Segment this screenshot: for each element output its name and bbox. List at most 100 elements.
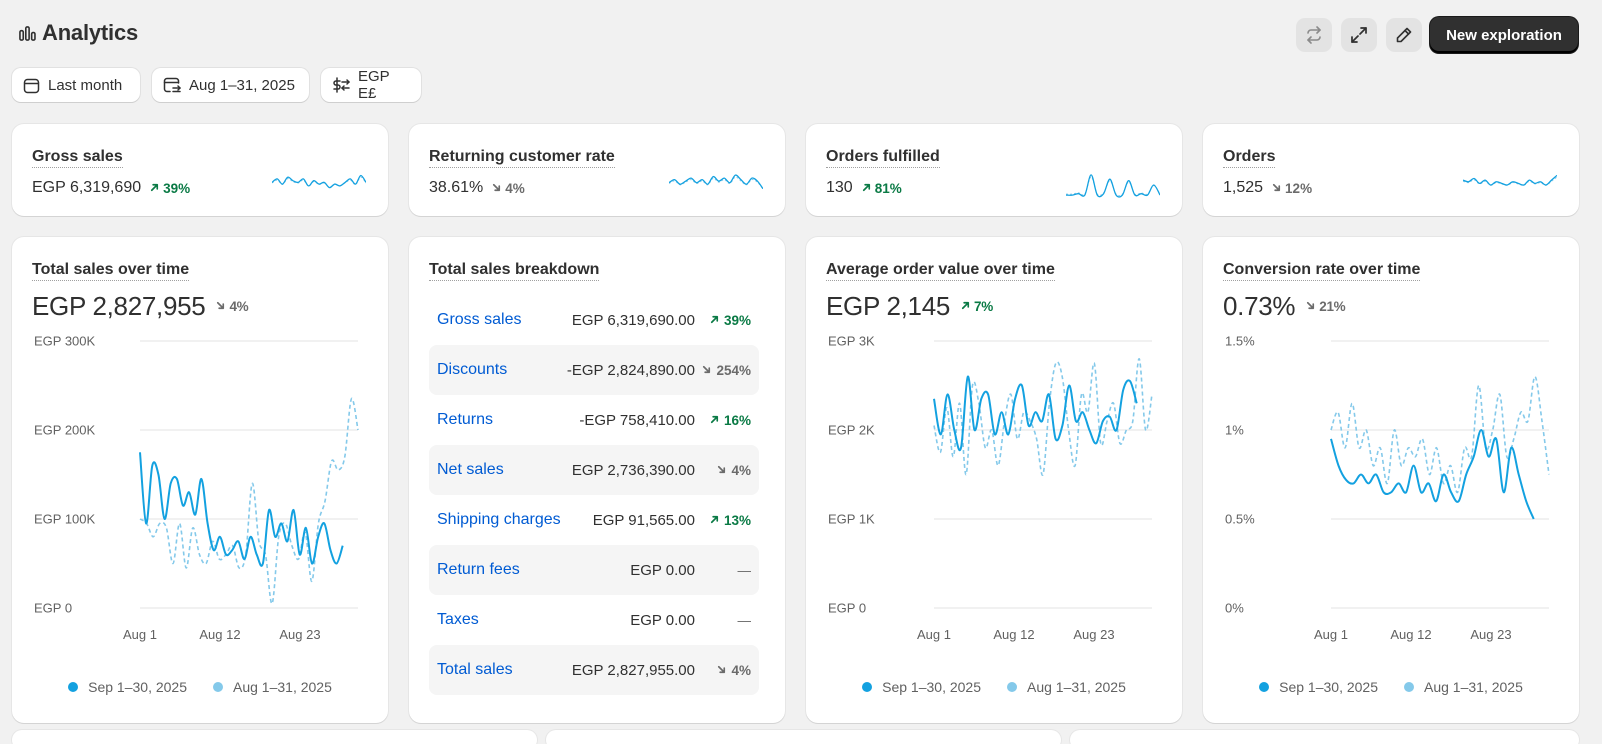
breakdown-amount: EGP 2,736,390.00 [572, 462, 695, 479]
series-line-current [934, 376, 1137, 450]
breakdown-row: Returns -EGP 758,410.00 16% [429, 395, 759, 445]
metric-change: 81% [861, 181, 902, 196]
x-tick-label: Aug 23 [279, 627, 320, 642]
chart-title[interactable]: Average order value over time [826, 261, 1055, 281]
line-chart: EGP 0EGP 1KEGP 2KEGP 3KAug 1 Aug 12 Aug 23 [806, 329, 1182, 659]
legend-label: Sep 1–30, 2025 [882, 679, 981, 695]
metric-card-orders-fulfilled[interactable]: Orders fulfilled 130 81% [806, 124, 1182, 216]
metric-title[interactable]: Orders [1223, 148, 1275, 168]
currency-exchange-icon [332, 76, 350, 94]
legend-label: Sep 1–30, 2025 [88, 679, 187, 695]
metric-card-gross-sales[interactable]: Gross sales EGP 6,319,690 39% [12, 124, 388, 216]
card-total-sales-over-time[interactable]: Total sales over time EGP 2,827,955 4% E… [12, 237, 388, 723]
legend-item-current[interactable]: Sep 1–30, 2025 [1259, 679, 1378, 695]
y-tick-label: 0% [1225, 601, 1244, 616]
breakdown-amount: -EGP 2,824,890.00 [567, 362, 695, 379]
next-card-peek [1070, 730, 1579, 744]
y-tick-label: EGP 200K [34, 423, 96, 438]
breakdown-amount: EGP 6,319,690.00 [572, 312, 695, 329]
expand-icon [1350, 26, 1368, 44]
breakdown-row: Net sales EGP 2,736,390.00 4% [429, 445, 759, 495]
y-tick-label: 1% [1225, 423, 1244, 438]
breakdown-label-link[interactable]: Returns [437, 411, 579, 429]
arrow-icon [215, 299, 226, 314]
sparkline [669, 171, 763, 199]
currency-filter[interactable]: EGP E£ [321, 68, 421, 102]
arrow-icon [716, 463, 727, 478]
breakdown-label-link[interactable]: Discounts [437, 361, 567, 379]
breakdown-row: Gross sales EGP 6,319,690.00 39% [429, 295, 759, 345]
card-conversion-rate-over-time[interactable]: Conversion rate over time 0.73% 21% 0% 0.… [1203, 237, 1579, 723]
chart-title[interactable]: Total sales breakdown [429, 261, 599, 281]
breakdown-row: Discounts -EGP 2,824,890.00 254% [429, 345, 759, 395]
breakdown-change: 13% [695, 513, 751, 528]
expand-button[interactable] [1341, 18, 1377, 52]
breakdown-change-value: 4% [731, 663, 751, 678]
breakdown-list: Gross sales EGP 6,319,690.00 39% Discounts -… [429, 295, 759, 695]
legend-item-previous[interactable]: Aug 1–31, 2025 [1007, 679, 1126, 695]
metric-title[interactable]: Orders fulfilled [826, 148, 940, 168]
arrow-icon [1305, 299, 1316, 314]
title-wrap: Analytics [19, 20, 138, 46]
arrow-icon [709, 413, 720, 428]
x-tick-label: Aug 1 [1314, 627, 1348, 642]
legend-item-current[interactable]: Sep 1–30, 2025 [862, 679, 981, 695]
y-tick-label: EGP 2K [828, 423, 875, 438]
next-card-peek [546, 730, 1061, 744]
metric-change-value: 4% [505, 181, 525, 196]
edit-button[interactable] [1386, 18, 1422, 52]
currency-label: EGP E£ [358, 68, 407, 102]
metric-card-returning-customer-rate[interactable]: Returning customer rate 38.61% 4% [409, 124, 785, 216]
breakdown-label-link[interactable]: Taxes [437, 611, 630, 629]
breakdown-row: Taxes EGP 0.00 — [429, 595, 759, 645]
metric-title[interactable]: Returning customer rate [429, 148, 615, 168]
breakdown-label-link[interactable]: Return fees [437, 561, 630, 579]
refresh-button[interactable] [1296, 18, 1332, 52]
card-total-sales-breakdown[interactable]: Total sales breakdown Gross sales EGP 6,3… [409, 237, 785, 723]
breakdown-amount: EGP 91,565.00 [593, 512, 695, 529]
chart-change-value: 21% [1319, 299, 1345, 314]
sparkline-current [669, 175, 763, 189]
x-tick-label: Aug 23 [1470, 627, 1511, 642]
breakdown-change: 39% [695, 313, 751, 328]
arrow-icon [491, 181, 502, 196]
metric-value: 130 [826, 179, 853, 197]
metric-title[interactable]: Gross sales [32, 148, 123, 168]
y-tick-label: 0.5% [1225, 512, 1255, 527]
legend-item-previous[interactable]: Aug 1–31, 2025 [213, 679, 332, 695]
compare-range-filter[interactable]: Aug 1–31, 2025 [152, 68, 309, 102]
chart-change: 7% [960, 299, 993, 314]
card-average-order-value-over-time[interactable]: Average order value over time EGP 2,145 … [806, 237, 1182, 723]
chart-legend: Sep 1–30, 2025 Aug 1–31, 2025 [806, 679, 1182, 695]
breakdown-change: — [695, 613, 751, 628]
series-line-current [1331, 430, 1534, 519]
top-bar: Analytics New exploration [0, 0, 1602, 68]
chart-legend: Sep 1–30, 2025 Aug 1–31, 2025 [12, 679, 388, 695]
legend-item-previous[interactable]: Aug 1–31, 2025 [1404, 679, 1523, 695]
series-line-previous [1331, 377, 1549, 493]
breakdown-label-link[interactable]: Total sales [437, 661, 572, 679]
breakdown-label-link[interactable]: Net sales [437, 461, 572, 479]
y-tick-label: EGP 0 [34, 601, 72, 616]
metric-card-orders[interactable]: Orders 1,525 12% [1203, 124, 1579, 216]
chart-value: 0.73% [1223, 291, 1295, 322]
page-title: Analytics [42, 20, 138, 46]
metric-change-value: 81% [875, 181, 902, 196]
arrow-icon [149, 181, 160, 196]
breakdown-label-link[interactable]: Shipping charges [437, 511, 593, 529]
breakdown-label-link[interactable]: Gross sales [437, 311, 572, 329]
new-exploration-button[interactable]: New exploration [1430, 17, 1578, 53]
next-card-peek [12, 730, 537, 744]
metric-value: 1,525 [1223, 179, 1263, 197]
arrow-icon [709, 513, 720, 528]
breakdown-change: 4% [695, 463, 751, 478]
metric-value-row: 1,525 12% [1223, 179, 1312, 197]
breakdown-change-value: 254% [716, 363, 751, 378]
chart-title[interactable]: Conversion rate over time [1223, 261, 1420, 281]
chart-title[interactable]: Total sales over time [32, 261, 189, 281]
legend-item-current[interactable]: Sep 1–30, 2025 [68, 679, 187, 695]
breakdown-amount: -EGP 758,410.00 [579, 412, 695, 429]
date-range-filter[interactable]: Last month [12, 68, 140, 102]
edit-icon [1395, 26, 1413, 44]
breakdown-row: Return fees EGP 0.00— [429, 545, 759, 595]
